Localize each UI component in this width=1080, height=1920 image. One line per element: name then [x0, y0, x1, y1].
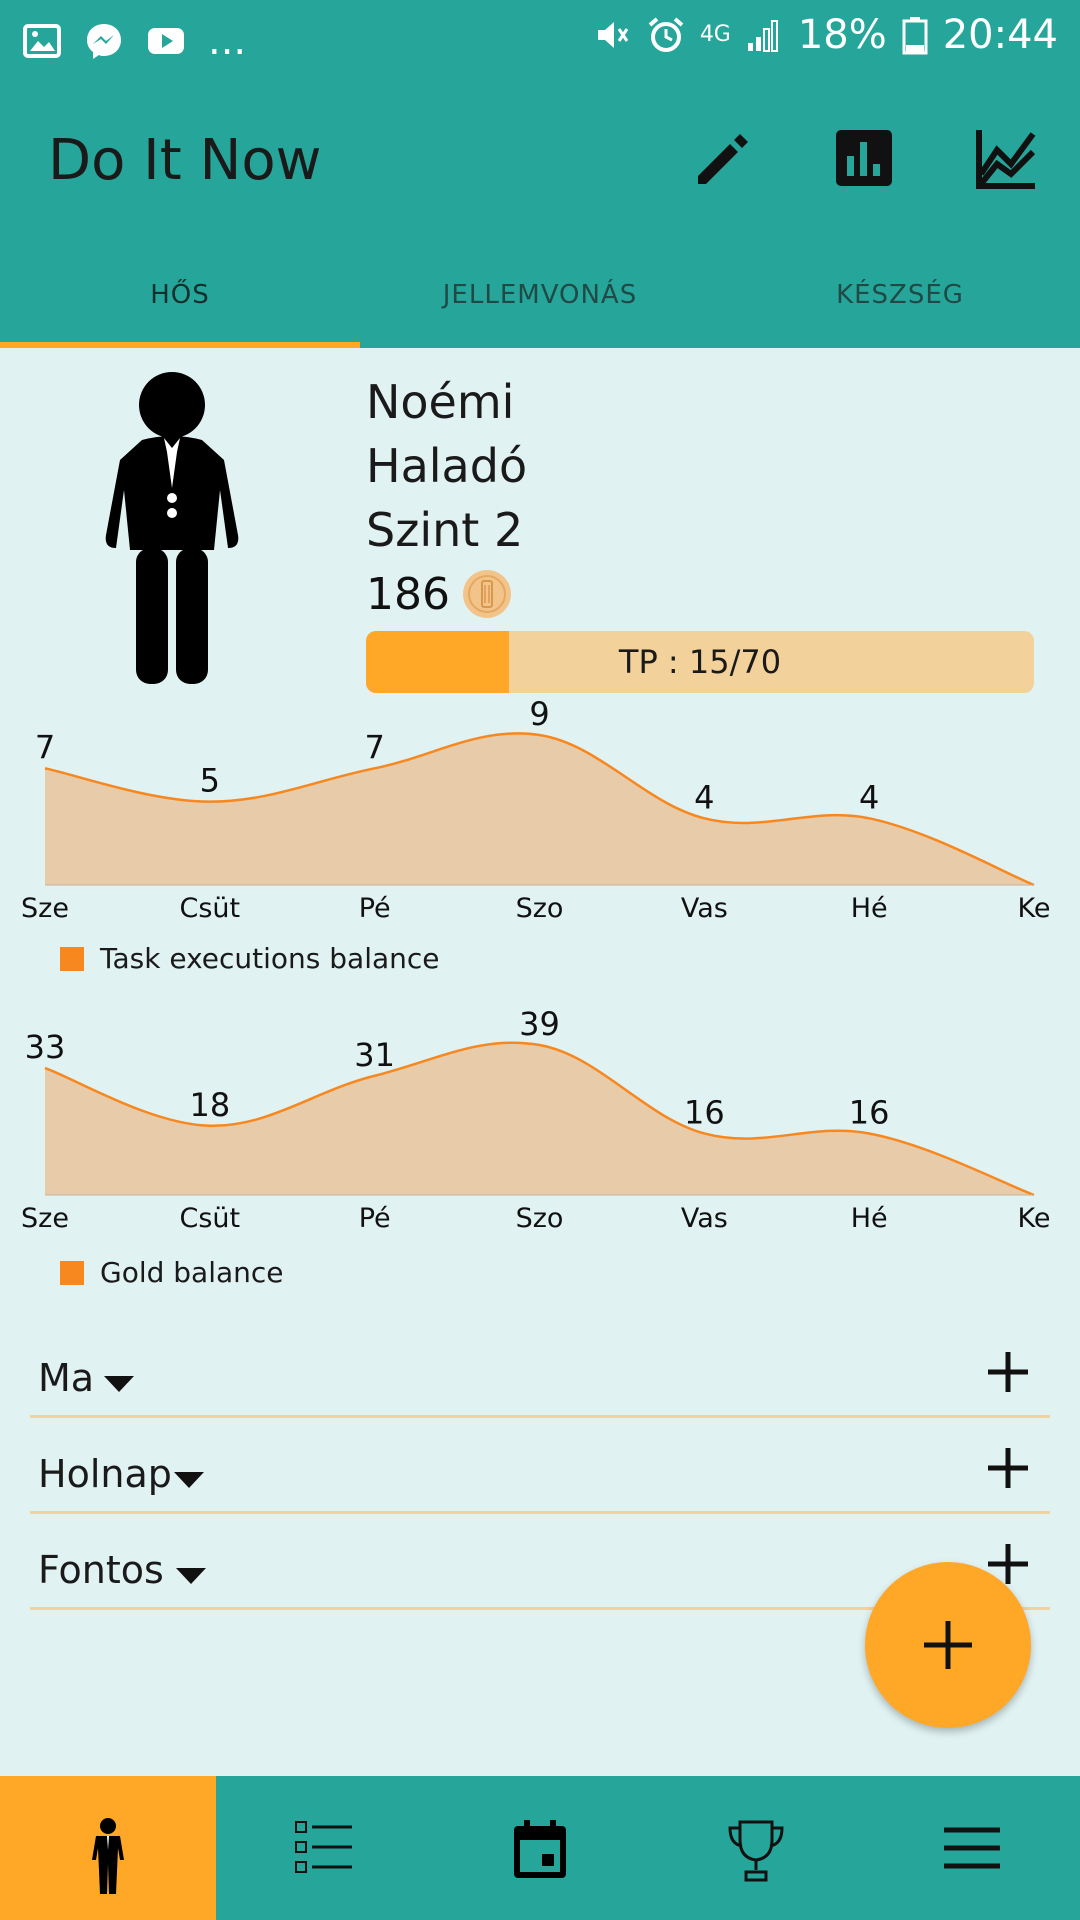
add-task-fab[interactable] [865, 1562, 1031, 1728]
legend-label: Task executions balance [100, 942, 440, 975]
data-label: 18 [189, 1086, 230, 1124]
legend-label: Gold balance [100, 1256, 284, 1289]
clock: 20:44 [942, 12, 1058, 58]
gold-balance: 186 [366, 562, 527, 626]
data-label: 4 [694, 778, 714, 816]
app-title: Do It Now [48, 128, 322, 193]
battery-icon [902, 17, 928, 55]
trophy-icon [728, 1820, 784, 1882]
messenger-icon [87, 24, 121, 59]
task-executions-chart-svg: 7 Sze 5 Csüt 7 Pé 9 Szo 4 Vas 4 Hé Ke [21, 700, 1051, 924]
tp-progress-label: TP : 15/70 [618, 643, 782, 681]
network-type: 4G [699, 22, 731, 47]
task-group-tomorrow[interactable]: Holnap [30, 1434, 1050, 1514]
data-label: 33 [25, 1028, 66, 1066]
nav-achievements[interactable] [648, 1776, 864, 1920]
data-label: 7 [364, 728, 384, 766]
data-label: 16 [849, 1093, 890, 1131]
chart-line [44, 1041, 1035, 1197]
task-executions-chart: 7 Sze 5 Csüt 7 Pé 9 Szo 4 Vas 4 Hé Ke Task execution… [0, 700, 1080, 975]
chevron-down-icon[interactable] [176, 1568, 206, 1584]
hero-name: Noémi [366, 375, 515, 429]
hero-icon [92, 1818, 124, 1894]
data-label: 31 [354, 1036, 395, 1074]
task-list-icon [295, 1821, 352, 1873]
gold-balance-chart-svg: 33 Sze 18 Csüt 31 Pé 39 Szo 16 Vas 16 Hé Ke [21, 1010, 1051, 1234]
youtube-icon [148, 28, 184, 54]
data-label: 4 [859, 778, 879, 816]
chart-line [44, 732, 1035, 887]
gold-amount: 186 [366, 568, 450, 620]
task-group-label: Holnap [38, 1452, 172, 1496]
hero-info: Noémi Haladó Szint 2 186 [366, 370, 527, 626]
line-chart-icon[interactable] [975, 126, 1039, 190]
x-tick-label: Szo [516, 1203, 564, 1234]
x-tick-label: Csüt [180, 893, 241, 924]
bar-chart-icon[interactable] [832, 126, 896, 190]
x-tick-label: Sze [21, 893, 69, 924]
nav-hero[interactable] [0, 1776, 216, 1920]
chevron-down-icon[interactable] [174, 1472, 204, 1488]
x-tick-label: Ke [1018, 893, 1051, 924]
chart-area [45, 1042, 1034, 1195]
x-tick-label: Vas [681, 893, 728, 924]
menu-icon [944, 1827, 1000, 1869]
add-task-tomorrow-button[interactable] [984, 1444, 1032, 1492]
x-tick-label: Sze [21, 1203, 69, 1234]
nav-menu[interactable] [864, 1776, 1080, 1920]
tp-progress-bar: TP : 15/70 [366, 631, 1034, 693]
status-right-icons: 4G 18% 20:44 [592, 12, 1058, 58]
battery-percent: 18% [797, 12, 887, 58]
nav-tasks[interactable] [216, 1776, 432, 1920]
x-tick-label: Pé [359, 1203, 391, 1234]
gold-balance-chart: 33 Sze 18 Csüt 31 Pé 39 Szo 16 Vas 16 Hé Ke Gold bal… [0, 1010, 1080, 1289]
edit-icon[interactable] [690, 126, 754, 190]
x-tick-label: Csüt [180, 1203, 241, 1234]
tab-bar: HŐS JELLEMVONÁS KÉSZSÉG [0, 268, 1080, 348]
bottom-navigation [0, 1776, 1080, 1920]
legend-swatch [60, 946, 84, 971]
data-label: 5 [200, 762, 220, 800]
nav-calendar[interactable] [432, 1776, 648, 1920]
tp-progress-fill [366, 631, 510, 693]
tab-skills[interactable]: KÉSZSÉG [836, 280, 964, 310]
data-label: 9 [529, 700, 549, 733]
add-task-today-button[interactable] [984, 1348, 1032, 1396]
task-group-important[interactable]: Fontos [30, 1530, 1050, 1610]
legend-swatch [60, 1260, 84, 1285]
data-label: 7 [35, 728, 55, 766]
mute-icon [597, 22, 629, 48]
x-tick-label: Hé [851, 893, 888, 924]
x-tick-label: Pé [359, 893, 391, 924]
image-icon [23, 24, 61, 58]
x-tick-label: Szo [516, 893, 564, 924]
alarm-icon [648, 17, 684, 52]
app-bar: Do It Now HŐS JELLEMVONÁS KÉSZSÉG [0, 78, 1080, 348]
chart-area [45, 733, 1034, 885]
gold-balance-legend: Gold balance [60, 1256, 284, 1289]
x-tick-label: Ke [1018, 1203, 1051, 1234]
task-executions-legend: Task executions balance [60, 942, 440, 975]
signal-icon [747, 20, 778, 52]
add-task-important-button[interactable] [984, 1540, 1032, 1588]
hero-avatar [105, 372, 239, 684]
gold-coin-icon [462, 570, 511, 618]
x-tick-label: Hé [851, 1203, 888, 1234]
task-group-label: Ma [38, 1356, 95, 1400]
tab-hero[interactable]: HŐS [0, 268, 360, 348]
status-bar: ... 4G 18% 20:44 [0, 0, 1080, 78]
data-label: 16 [684, 1093, 725, 1131]
x-tick-label: Vas [681, 1203, 728, 1234]
plus-icon [924, 1621, 972, 1669]
hero-rank: Haladó [366, 439, 528, 493]
data-label: 39 [519, 1010, 560, 1043]
tab-traits[interactable]: JELLEMVONÁS [442, 280, 638, 310]
calendar-icon [514, 1820, 566, 1878]
task-group-label: Fontos [38, 1548, 164, 1592]
more-dots-icon: ... [208, 18, 247, 64]
chevron-down-icon[interactable] [104, 1376, 134, 1392]
hero-level: Szint 2 [366, 503, 524, 557]
status-left-icons: ... [22, 18, 246, 64]
task-group-today[interactable]: Ma [30, 1338, 1050, 1418]
